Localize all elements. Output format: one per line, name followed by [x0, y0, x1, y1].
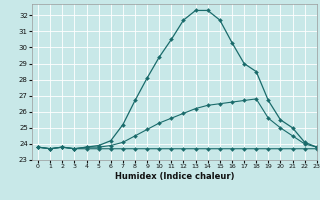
X-axis label: Humidex (Indice chaleur): Humidex (Indice chaleur) — [115, 172, 234, 181]
